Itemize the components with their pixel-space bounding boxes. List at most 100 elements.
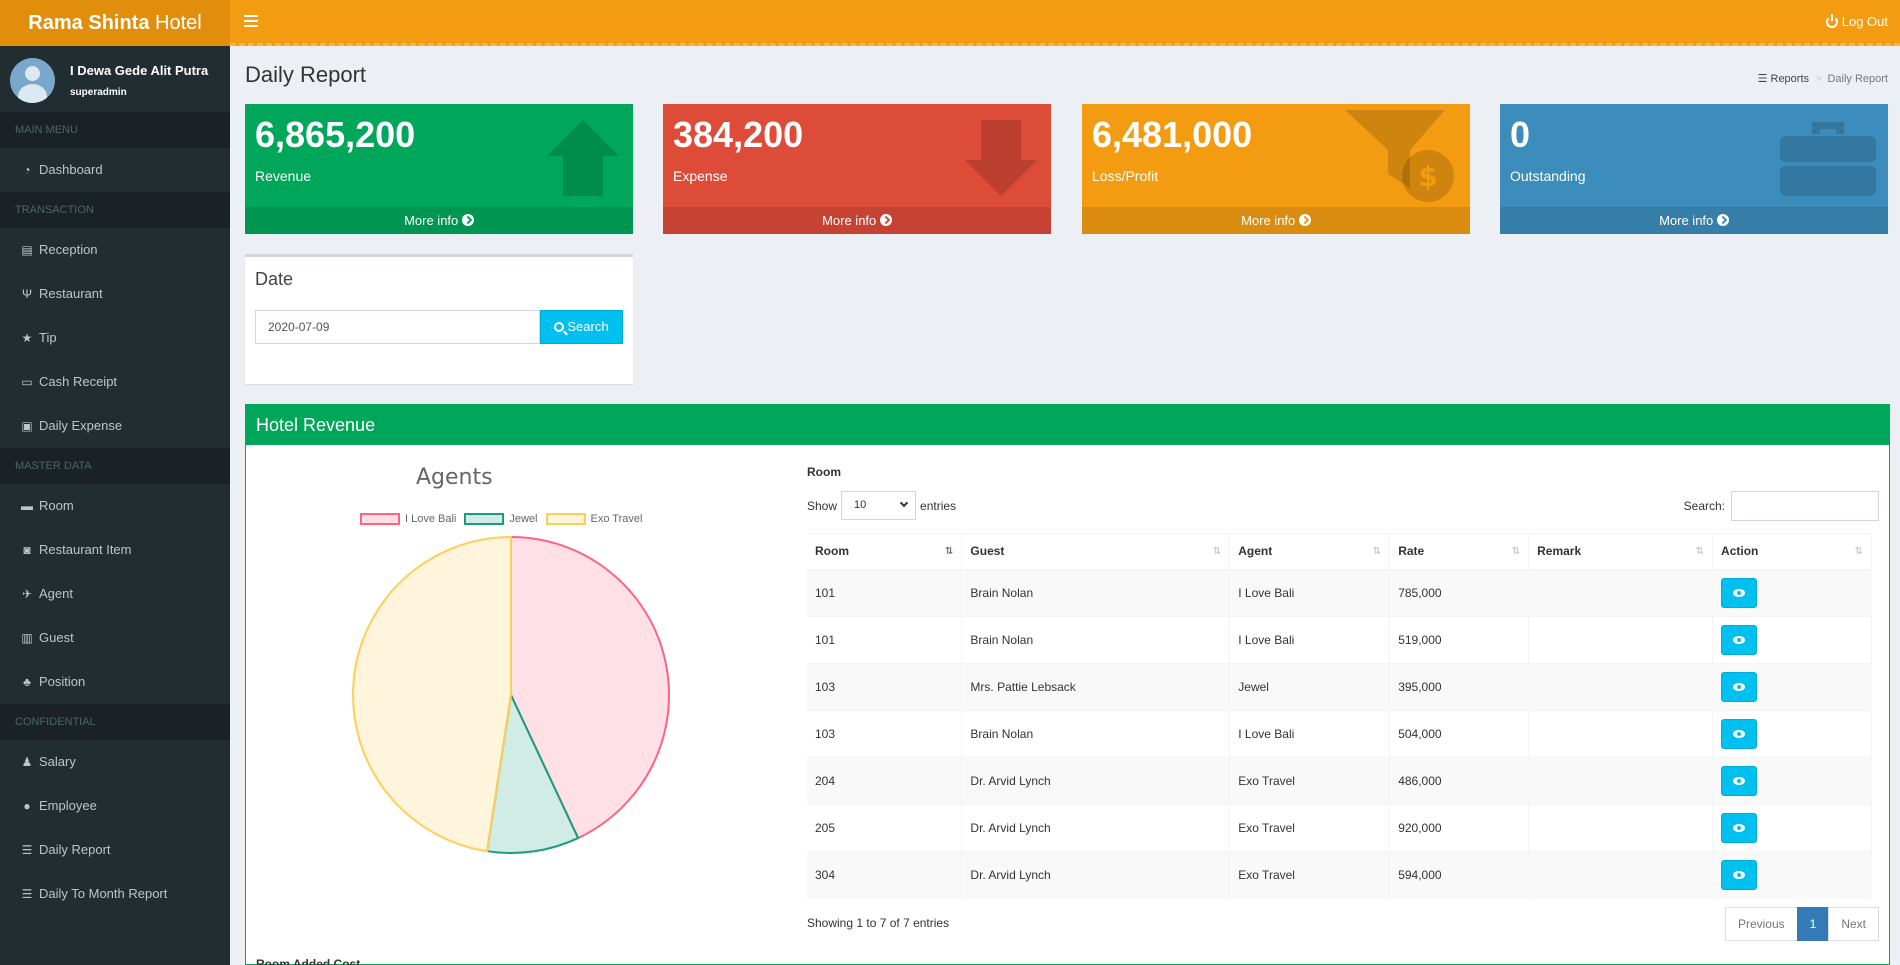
user-name: I Dewa Gede Alit Putra	[70, 63, 209, 78]
table-row: 205 Dr. Arvid Lynch Exo Travel 920,000	[807, 804, 1872, 852]
sort-icon: ⇅	[1372, 546, 1382, 557]
cell-action	[1712, 710, 1872, 758]
table-row: 103 Mrs. Pattie Lebsack Jewel 395,000	[807, 663, 1872, 711]
cell-guest: Mrs. Pattie Lebsack	[961, 663, 1231, 711]
sidebar-item-reception[interactable]: ▤ Reception	[0, 228, 230, 272]
cell-agent: Exo Travel	[1229, 851, 1391, 899]
cell-agent: Exo Travel	[1229, 804, 1391, 852]
sidebar-item-tip[interactable]: ★ Tip	[0, 316, 230, 360]
profit-more-info-link[interactable]: More info	[1082, 207, 1470, 234]
revenue-value: 6,865,200	[255, 114, 416, 155]
sidebar-item-label: Room	[39, 498, 74, 513]
arrow-circle-right-icon	[879, 214, 892, 226]
pagination-previous[interactable]: Previous	[1724, 907, 1798, 941]
cell-remark	[1528, 851, 1714, 899]
pie-slice-jewel[interactable]	[485, 691, 580, 854]
cell-agent: I Love Bali	[1229, 616, 1391, 664]
table-row: 304 Dr. Arvid Lynch Exo Travel 594,000	[807, 851, 1872, 899]
funnel-dollar-icon: $	[1345, 110, 1454, 202]
legend-item[interactable]: Exo Travel	[545, 513, 642, 525]
app-logo[interactable]: Rama Shinta Hotel	[0, 0, 230, 46]
sidebar-item-daily-expense[interactable]: ▣ Daily Expense	[0, 404, 230, 448]
sidebar-item-salary[interactable]: ♟ Salary	[0, 740, 230, 784]
sidebar-item-employee[interactable]: ● Employee	[0, 784, 230, 828]
breadcrumb-reports[interactable]: Reports	[1770, 73, 1810, 85]
date-filter-box: Date 2020-07-09 Search	[245, 254, 633, 384]
revenue-stat-box: 6,865,200 Revenue More info	[245, 104, 633, 234]
menu-toggle-icon[interactable]	[244, 15, 258, 27]
table-header-row: Room ⇅ Guest ⇅ Agent ⇅ Rate ⇅ Remark ⇅ Action…	[807, 533, 1872, 571]
cell-remark	[1528, 710, 1714, 758]
arrow-up-icon	[547, 120, 619, 196]
sidebar-item-restaurant[interactable]: Ψ Restaurant	[0, 272, 230, 316]
table-row: 204 Dr. Arvid Lynch Exo Travel 486,000	[807, 757, 1872, 805]
arrow-circle-right-icon	[1298, 214, 1311, 226]
view-button[interactable]	[1721, 625, 1758, 655]
table-search-input[interactable]	[1731, 491, 1879, 521]
entries-value: 10	[854, 499, 867, 511]
outstanding-more-info-link[interactable]: More info	[1500, 207, 1888, 234]
room-table-label: Room	[807, 465, 841, 479]
entries-length-control: Show 10 entries	[807, 491, 956, 520]
column-header-agent[interactable]: Agent ⇅	[1229, 533, 1391, 571]
revenue-label: Revenue	[255, 168, 312, 184]
cell-guest: Brain Nolan	[961, 616, 1231, 664]
entries-select[interactable]: 10	[841, 491, 917, 520]
sidebar-item-label: Tip	[39, 330, 57, 345]
room-table: Room ⇅ Guest ⇅ Agent ⇅ Rate ⇅ Remark ⇅ Action…	[807, 533, 1872, 899]
more-info-label: More info	[822, 213, 877, 228]
pie-slice-exo-travel[interactable]	[352, 535, 512, 853]
sidebar-item-cash-receipt[interactable]: ▭ Cash Receipt	[0, 360, 230, 404]
view-button[interactable]	[1721, 672, 1758, 702]
logout-button[interactable]: Log Out	[1825, 14, 1888, 29]
cell-room: 103	[807, 710, 963, 758]
legend-item[interactable]: I Love Bali	[360, 513, 456, 525]
cell-rate: 594,000	[1389, 851, 1530, 899]
room-added-cost-label: Room Added Cost	[256, 957, 361, 965]
sidebar-item-position[interactable]: ♣ Position	[0, 660, 230, 704]
view-button[interactable]	[1721, 860, 1758, 891]
sitemap-icon: ♣	[23, 675, 31, 689]
list-icon: ☰	[21, 843, 33, 857]
breadcrumb: ☰ Reports > Daily Report	[1758, 72, 1888, 85]
cell-rate: 504,000	[1389, 710, 1530, 758]
svg-text:$: $	[1418, 160, 1437, 193]
view-button[interactable]	[1721, 766, 1758, 796]
expense-more-info-link[interactable]: More info	[663, 207, 1051, 234]
chart-title: Agents	[416, 465, 493, 490]
column-header-guest[interactable]: Guest ⇅	[961, 533, 1231, 571]
expense-stat-box: 384,200 Expense More info	[663, 104, 1051, 234]
sidebar-item-room[interactable]: ▬ Room	[0, 484, 230, 528]
view-button[interactable]	[1721, 719, 1758, 749]
book-icon: ▤	[21, 243, 33, 257]
sidebar: I Dewa Gede Alit Putra superadmin MAIN M…	[0, 46, 230, 965]
cell-remark	[1528, 757, 1714, 805]
column-header-rate[interactable]: Rate ⇅	[1389, 533, 1530, 571]
search-button[interactable]: Search	[540, 310, 623, 344]
legend-item[interactable]: Jewel	[464, 513, 538, 525]
date-input[interactable]: 2020-07-09	[255, 310, 540, 344]
cell-action	[1712, 851, 1872, 899]
sidebar-item-agent[interactable]: ✈ Agent	[0, 572, 230, 616]
logo-bold: Rama Shinta	[28, 12, 150, 34]
pagination-page-1[interactable]: 1	[1796, 907, 1830, 941]
cell-action	[1712, 757, 1872, 805]
sidebar-item-label: Restaurant Item	[39, 542, 132, 557]
pagination-next[interactable]: Next	[1828, 907, 1879, 941]
sidebar-item-restaurant-item[interactable]: ◙ Restaurant Item	[0, 528, 230, 572]
revenue-more-info-link[interactable]: More info	[245, 207, 633, 234]
column-header-remark[interactable]: Remark ⇅	[1528, 533, 1714, 571]
cell-guest: Brain Nolan	[961, 710, 1231, 758]
view-button[interactable]	[1721, 813, 1758, 843]
sidebar-item-daily-to-month-report[interactable]: ☰ Daily To Month Report	[0, 872, 230, 916]
view-button[interactable]	[1721, 578, 1758, 609]
eye-icon	[1733, 824, 1746, 832]
eye-icon	[1733, 871, 1746, 880]
sidebar-item-daily-report[interactable]: ☰ Daily Report	[0, 828, 230, 872]
column-header-action[interactable]: Action ⇅	[1712, 533, 1872, 571]
profit-stat-box: 6,481,000 Loss/Profit $ More info	[1082, 104, 1470, 234]
pie-slice-i-love-bali[interactable]	[510, 535, 670, 840]
sidebar-item-dashboard[interactable]: ◔ Dashboard	[0, 148, 230, 192]
sidebar-item-guest[interactable]: ▥ Guest	[0, 616, 230, 660]
column-header-room[interactable]: Room ⇅	[807, 533, 963, 571]
